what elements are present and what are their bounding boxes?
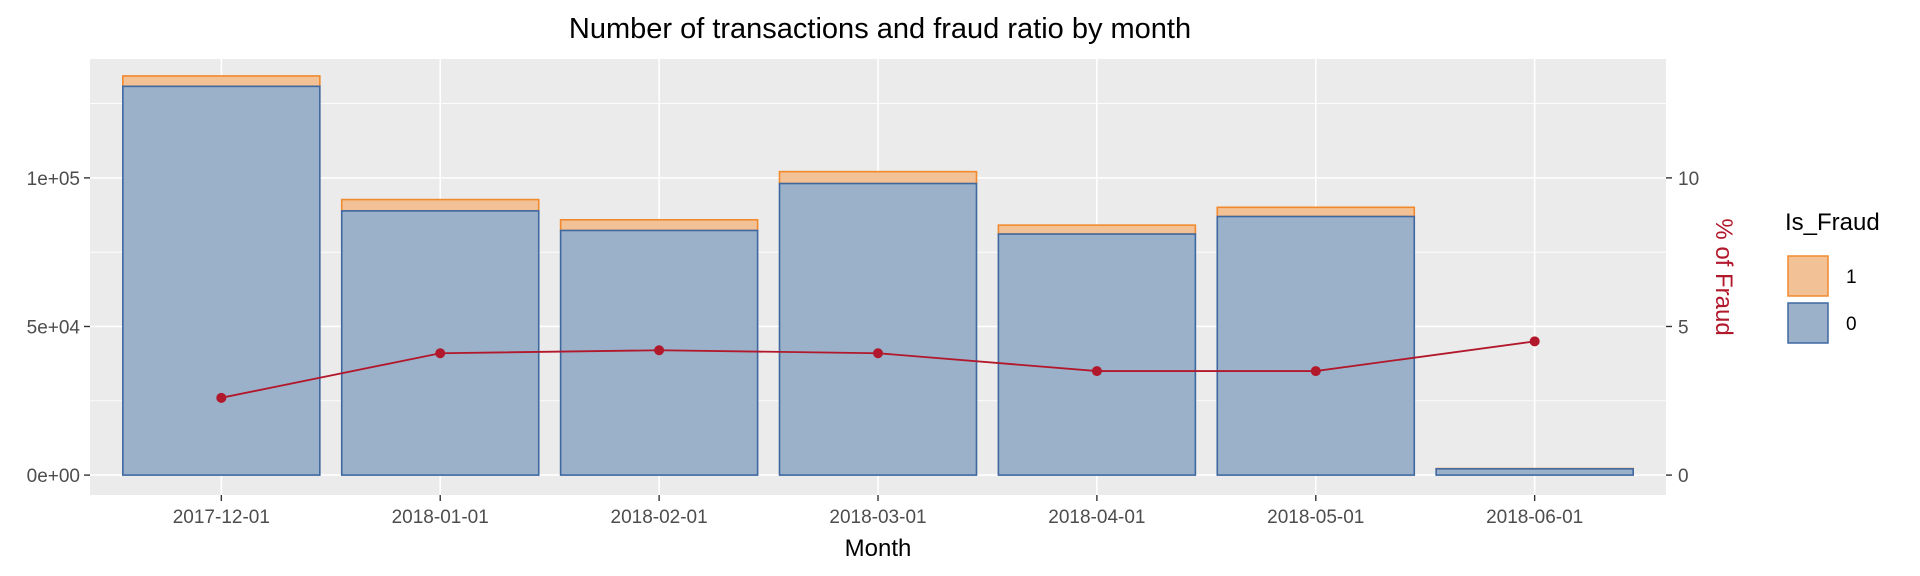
bar-fraud-0 — [997, 233, 1197, 476]
bar-fraud-0 — [122, 85, 321, 476]
chart-title: Number of transactions and fraud ratio b… — [569, 13, 1191, 45]
x-tick-label: 2018-01-01 — [392, 507, 489, 528]
bars — [122, 75, 1634, 476]
legend-label-fraud-1: 1 — [1846, 267, 1857, 288]
x-tick-label: 2017-12-01 — [173, 507, 270, 528]
axes: 0e+00 5e+04 1e+05 0 5 10 2017-12-01 2018-01-01 2… — [27, 169, 1700, 528]
y-tick-label: 1e+05 — [27, 169, 80, 190]
y-tick-label: 0e+00 — [27, 466, 80, 487]
fraud-ratio-point — [435, 348, 446, 359]
x-tick-label: 2018-05-01 — [1267, 507, 1364, 528]
legend-key-fraud-1 — [1787, 255, 1829, 297]
y2-tick-label: 0 — [1678, 466, 1689, 487]
bar-fraud-0 — [1216, 215, 1416, 476]
bar-fraud-1 — [778, 170, 978, 185]
fraud-ratio-point — [216, 392, 227, 403]
bar-fraud-1 — [1216, 206, 1416, 218]
legend: Is_Fraud 1 0 — [1785, 209, 1880, 344]
x-axis-title: Month — [845, 535, 912, 562]
bar-fraud-1 — [122, 75, 321, 88]
fraud-ratio-point — [1529, 336, 1540, 347]
y2-tick-label: 10 — [1678, 169, 1699, 190]
bar-fraud-1 — [559, 218, 759, 232]
legend-title: Is_Fraud — [1785, 209, 1880, 236]
right-axis-title: % of Fraud — [1710, 218, 1737, 335]
y2-tick-label: 5 — [1678, 317, 1689, 338]
bar-fraud-1 — [997, 224, 1197, 235]
x-tick-label: 2018-06-01 — [1486, 507, 1583, 528]
x-tick-label: 2018-02-01 — [611, 507, 708, 528]
legend-label-fraud-0: 0 — [1846, 314, 1857, 335]
bar-fraud-0 — [340, 210, 540, 476]
fraud-ratio-line — [216, 336, 1540, 403]
legend-key-fraud-0 — [1787, 302, 1829, 344]
fraud-ratio-point — [1091, 366, 1102, 377]
bar-fraud-0 — [778, 182, 978, 476]
fraud-ratio-point — [1310, 366, 1321, 377]
y-tick-label: 5e+04 — [27, 317, 81, 338]
bar-fraud-1 — [340, 198, 540, 212]
fraud-ratio-point — [654, 345, 665, 356]
x-tick-label: 2018-03-01 — [829, 507, 926, 528]
bar-fraud-0 — [1435, 468, 1634, 476]
x-tick-label: 2018-04-01 — [1048, 507, 1145, 528]
fraud-ratio-point — [873, 348, 883, 359]
